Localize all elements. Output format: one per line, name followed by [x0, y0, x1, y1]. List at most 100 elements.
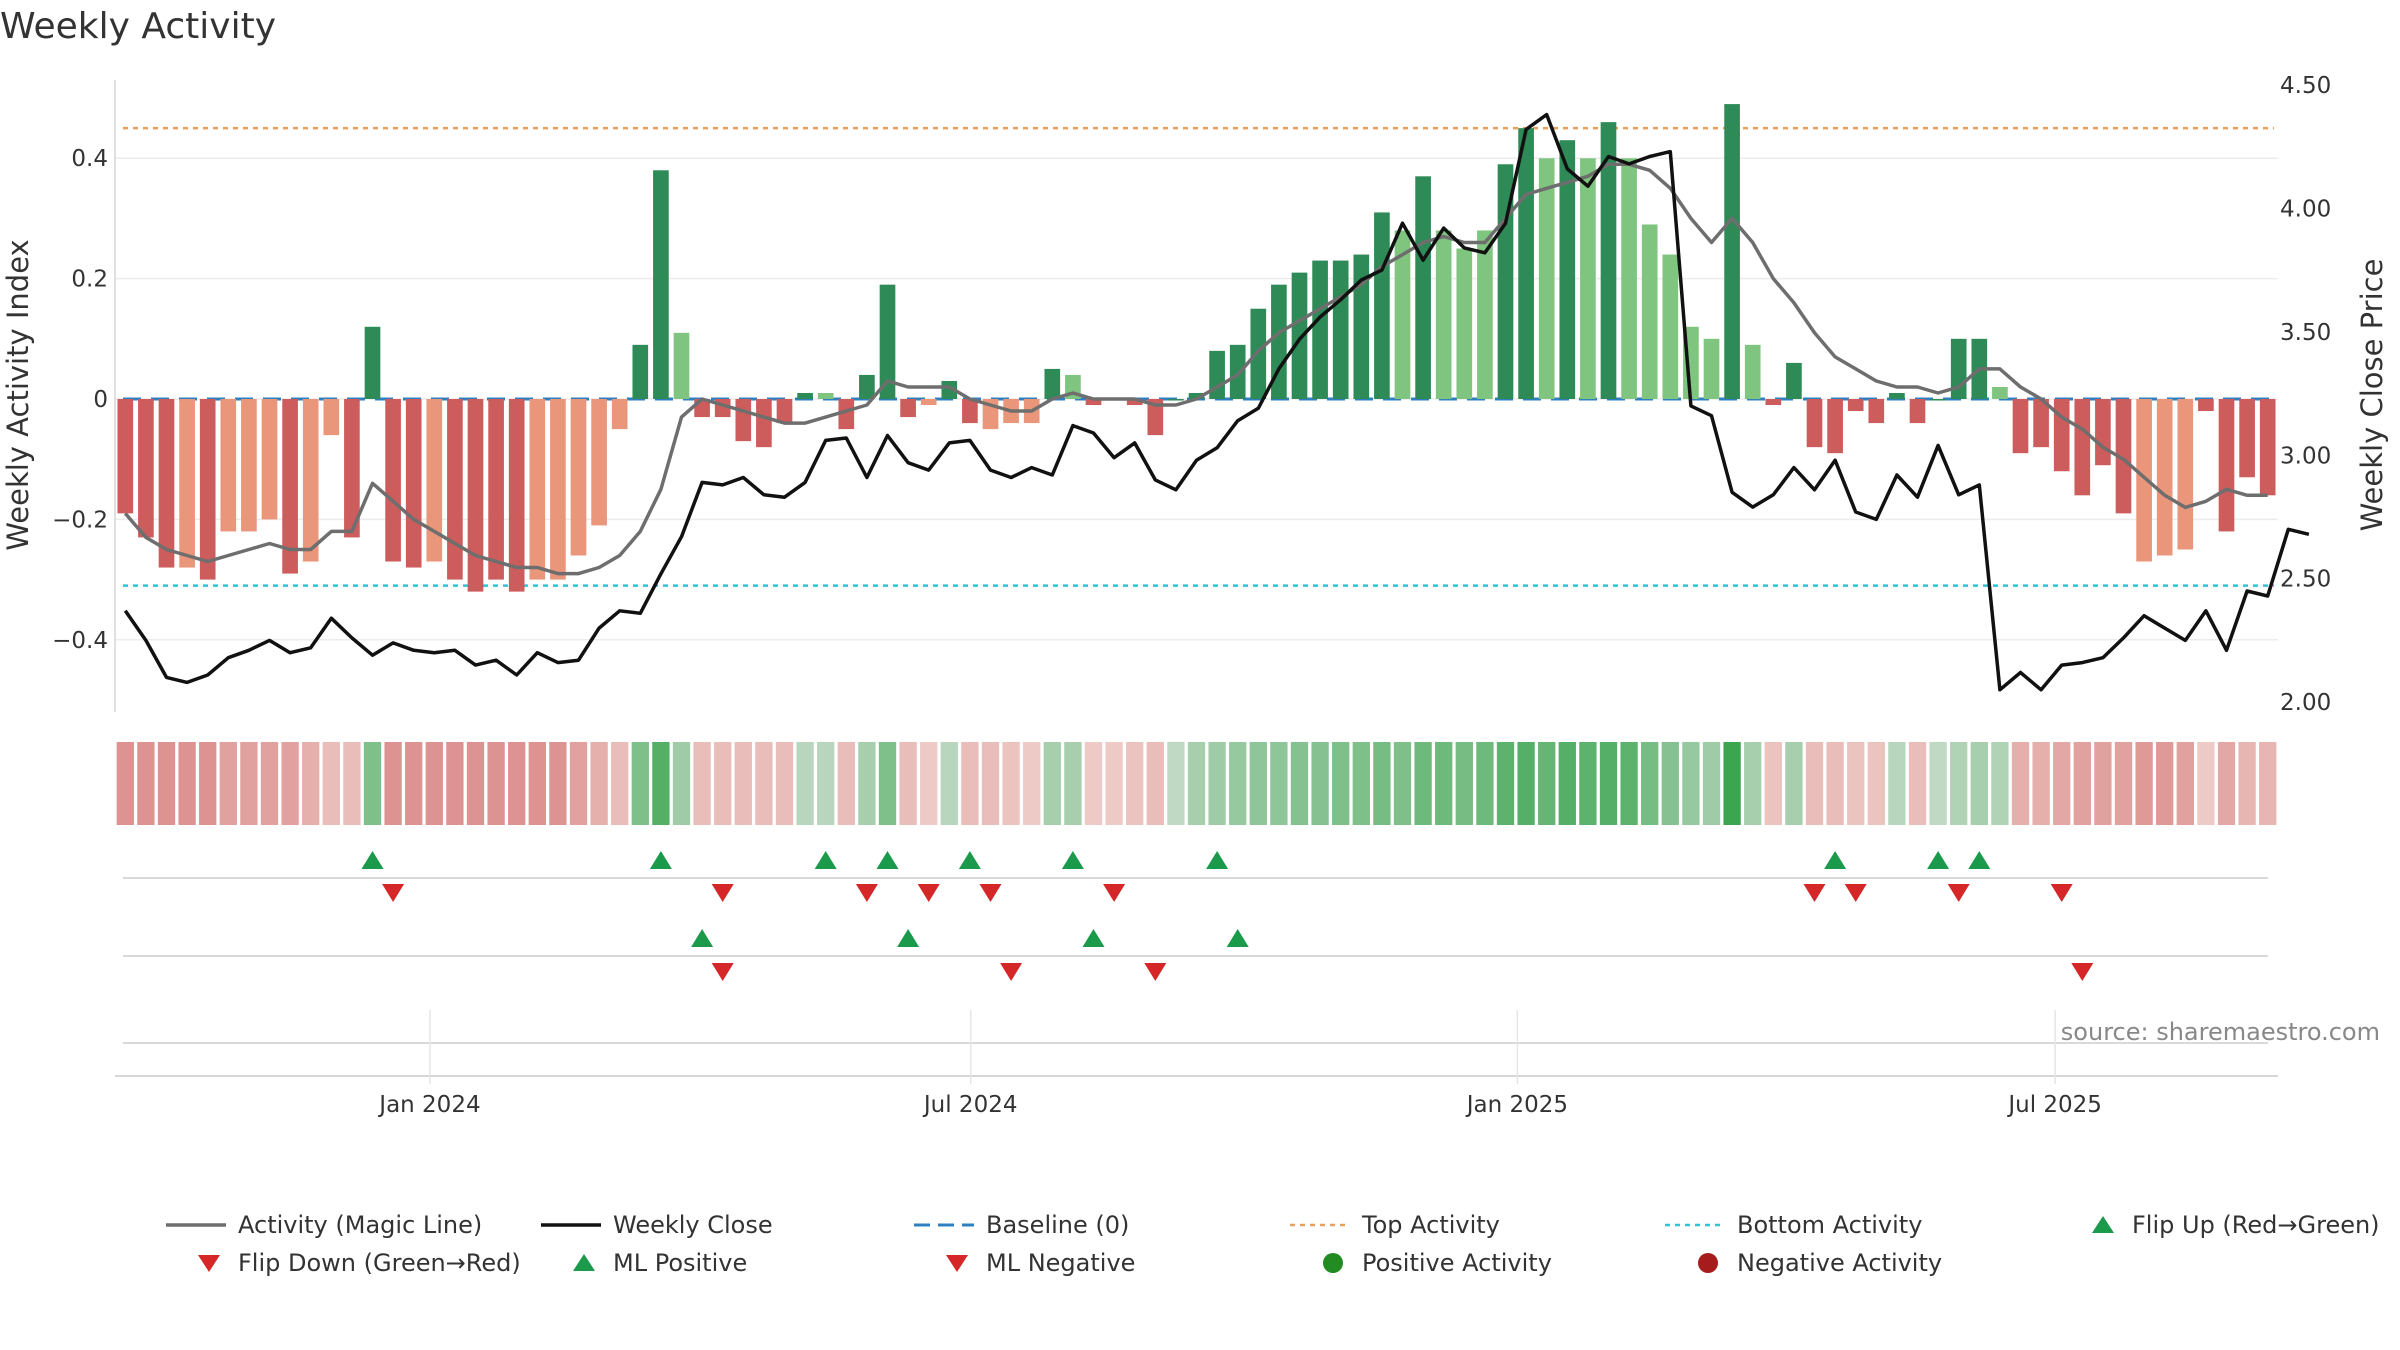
heat-strip-cell: [1455, 742, 1473, 825]
ml-negative-marker: [711, 963, 734, 981]
legend-swatch-circle: [1323, 1253, 1343, 1273]
activity-bar: [426, 399, 443, 562]
x-tick-label: Jan 2025: [1465, 1092, 1568, 1118]
heat-strip-cell: [1950, 742, 1968, 825]
heat-strip-cell: [199, 742, 217, 825]
heat-strip-cell: [714, 742, 732, 825]
legend-item: Flip Up (Red→Green): [2092, 1211, 2380, 1239]
activity-bar: [2177, 399, 2194, 550]
activity-bar: [179, 399, 195, 568]
heat-strip-cell: [1558, 742, 1576, 825]
activity-bar: [1559, 140, 1576, 400]
heat-strip-cell: [1496, 742, 1515, 825]
activity-bar: [1744, 344, 1761, 400]
legend-label: Baseline (0): [986, 1211, 1129, 1239]
heat-strip-cell: [981, 742, 1000, 825]
legend-label: Flip Down (Green→Red): [238, 1249, 521, 1277]
heat-strip-cell: [2053, 742, 2071, 825]
activity-bar: [1641, 224, 1658, 400]
legend-item: Negative Activity: [1698, 1249, 1942, 1277]
activity-bar: [241, 399, 257, 532]
heat-strip-cell: [322, 742, 340, 825]
flip-up-marker: [958, 851, 981, 869]
legend-swatch-triangle-up: [573, 1254, 595, 1271]
heat-strip-cell: [2032, 742, 2050, 825]
activity-bar: [220, 399, 237, 532]
activity-bar: [550, 399, 566, 580]
heat-strip-cell: [1002, 742, 1020, 825]
flip-up-marker: [814, 851, 837, 869]
activity-bar: [2198, 399, 2214, 412]
activity-bar: [2095, 399, 2111, 466]
activity-bar: [2218, 399, 2235, 532]
heat-strip-cell: [1146, 742, 1164, 825]
activity-bar: [611, 399, 628, 430]
series-lines: [123, 112, 2310, 692]
heat-strip-cell: [940, 742, 958, 825]
legend-swatch-circle: [1698, 1253, 1718, 1273]
heat-strip-cell: [549, 742, 567, 825]
heat-strip-cell: [755, 742, 773, 825]
magic-line: [123, 162, 2268, 576]
y2-tick-label: 2.00: [2280, 690, 2331, 716]
heat-strip-cell: [1785, 742, 1803, 825]
flip-up-marker: [649, 851, 672, 869]
heat-strip-cell: [260, 742, 279, 825]
activity-bar: [323, 399, 340, 436]
heat-strip-cell: [1744, 742, 1762, 825]
heat-strip-cell: [2176, 742, 2194, 825]
activity-bar: [1765, 399, 1782, 406]
activity-bar: [1868, 399, 1885, 424]
right-axis-ticks: 4.50 4.00 3.50 3.00 2.50 2.00: [2280, 73, 2331, 716]
heat-strip-cell: [920, 742, 938, 825]
activity-bar: [2074, 399, 2091, 496]
y-tick-label: 0.4: [71, 146, 108, 172]
y-tick-label: −0.2: [52, 507, 108, 533]
activity-bar: [1044, 368, 1061, 400]
heat-strip-cell: [961, 742, 979, 825]
activity-bar: [282, 399, 298, 574]
signal-markers: [123, 851, 2268, 1044]
heat-strip-cell: [1888, 742, 1906, 825]
flip-down-marker: [979, 884, 1002, 902]
heat-strip-cell: [1764, 742, 1782, 825]
legend-label: Bottom Activity: [1737, 1211, 1922, 1239]
heat-strip-cell: [1908, 742, 1927, 825]
flip-down-marker: [1103, 884, 1126, 902]
activity-bar: [1456, 248, 1473, 400]
activity-bar: [591, 399, 607, 526]
legend-swatch-triangle-down: [946, 1255, 968, 1272]
heat-strip-cell: [157, 742, 176, 825]
heat-strip-cell: [1867, 742, 1885, 825]
chart-title: Weekly Activity: [0, 6, 276, 47]
heat-strip-cell: [1805, 742, 1824, 825]
legend-item: Weekly Close: [541, 1211, 773, 1239]
activity-bar: [508, 399, 525, 592]
activity-bar: [2259, 399, 2276, 496]
activity-bar: [1600, 122, 1617, 400]
flip-up-marker: [1927, 851, 1950, 869]
activity-bar: [1291, 272, 1308, 400]
heat-strip-cell: [817, 742, 835, 825]
activity-bar: [900, 399, 916, 418]
heat-strip-cell: [466, 742, 485, 825]
legend-label: Positive Activity: [1362, 1249, 1552, 1277]
flip-down-marker: [1947, 884, 1970, 902]
heat-strip-cell: [116, 742, 134, 825]
flip-down-marker: [917, 884, 940, 902]
flip-down-marker: [711, 884, 734, 902]
activity-heat-strip: [116, 742, 2277, 825]
heat-strip-cell: [1661, 742, 1679, 825]
heat-strip-cell: [858, 742, 876, 825]
activity-bar: [1518, 128, 1534, 400]
x-tick-label: Jul 2024: [922, 1092, 1018, 1118]
heat-strip-cell: [1641, 742, 1659, 825]
heat-strip-cell: [1702, 742, 1721, 825]
activity-bar: [735, 399, 752, 442]
activity-bar: [158, 399, 175, 568]
activity-bar: [1229, 344, 1246, 400]
heat-strip-cell: [1229, 742, 1247, 825]
heat-strip-cell: [528, 742, 546, 825]
activity-bar: [2012, 399, 2029, 454]
heat-strip-cell: [1208, 742, 1226, 825]
